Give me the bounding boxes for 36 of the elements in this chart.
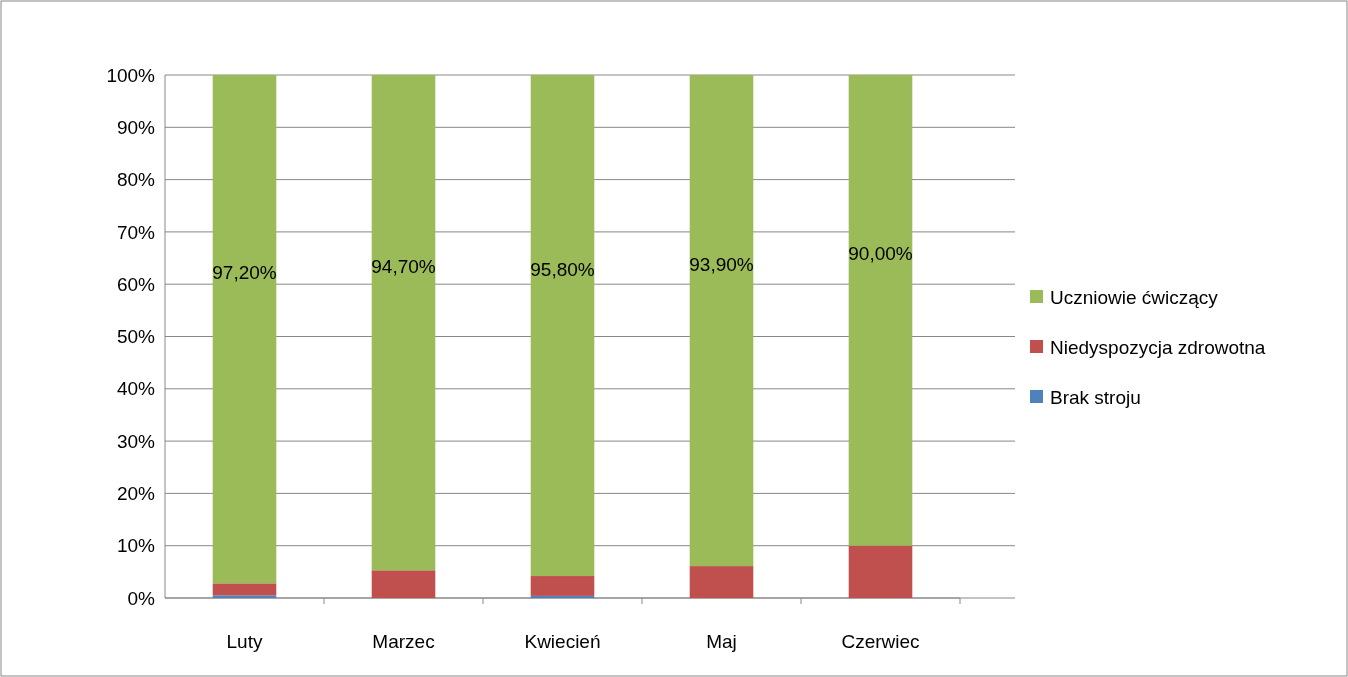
data-label: 95,80% [530,258,595,280]
y-tick-label: 70% [116,221,156,243]
x-tick-label: Marzec [372,631,435,652]
y-tick-label: 60% [116,273,156,295]
y-tick-label: 50% [116,326,156,348]
bar [530,595,595,598]
bar [212,583,277,596]
x-tick-label: Maj [706,631,737,652]
x-tick-label: Czerwiec [841,631,920,652]
y-tick-label: 30% [116,430,156,452]
y-tick-label: 40% [116,378,156,400]
bar [530,576,595,596]
x-tick-label: Luty [226,631,263,652]
bar [848,75,913,546]
legend-label: Uczniowie ćwiczący [1050,286,1219,308]
bar [848,545,913,598]
data-label: 94,70% [371,255,436,277]
y-tick-label: 90% [116,116,156,138]
legend-label: Niedyspozycja zdrowotna [1050,336,1266,358]
y-tick-label: 0% [127,587,156,609]
bar [689,75,754,567]
data-label: 93,90% [689,253,754,275]
y-tick-label: 10% [116,535,156,557]
data-label: 90,00% [848,243,913,265]
bar [530,75,595,577]
x-tick-label: Kwiecień [524,631,601,652]
y-tick-label: 20% [116,483,156,505]
legend-label: Brak stroju [1050,386,1141,408]
data-label: 97,20% [212,262,277,284]
bar [689,566,754,598]
bar [212,75,277,584]
bar [371,75,436,571]
bar [371,570,436,598]
y-tick-label: 100% [106,64,156,86]
y-tick-label: 80% [116,169,156,191]
bar [212,595,277,598]
